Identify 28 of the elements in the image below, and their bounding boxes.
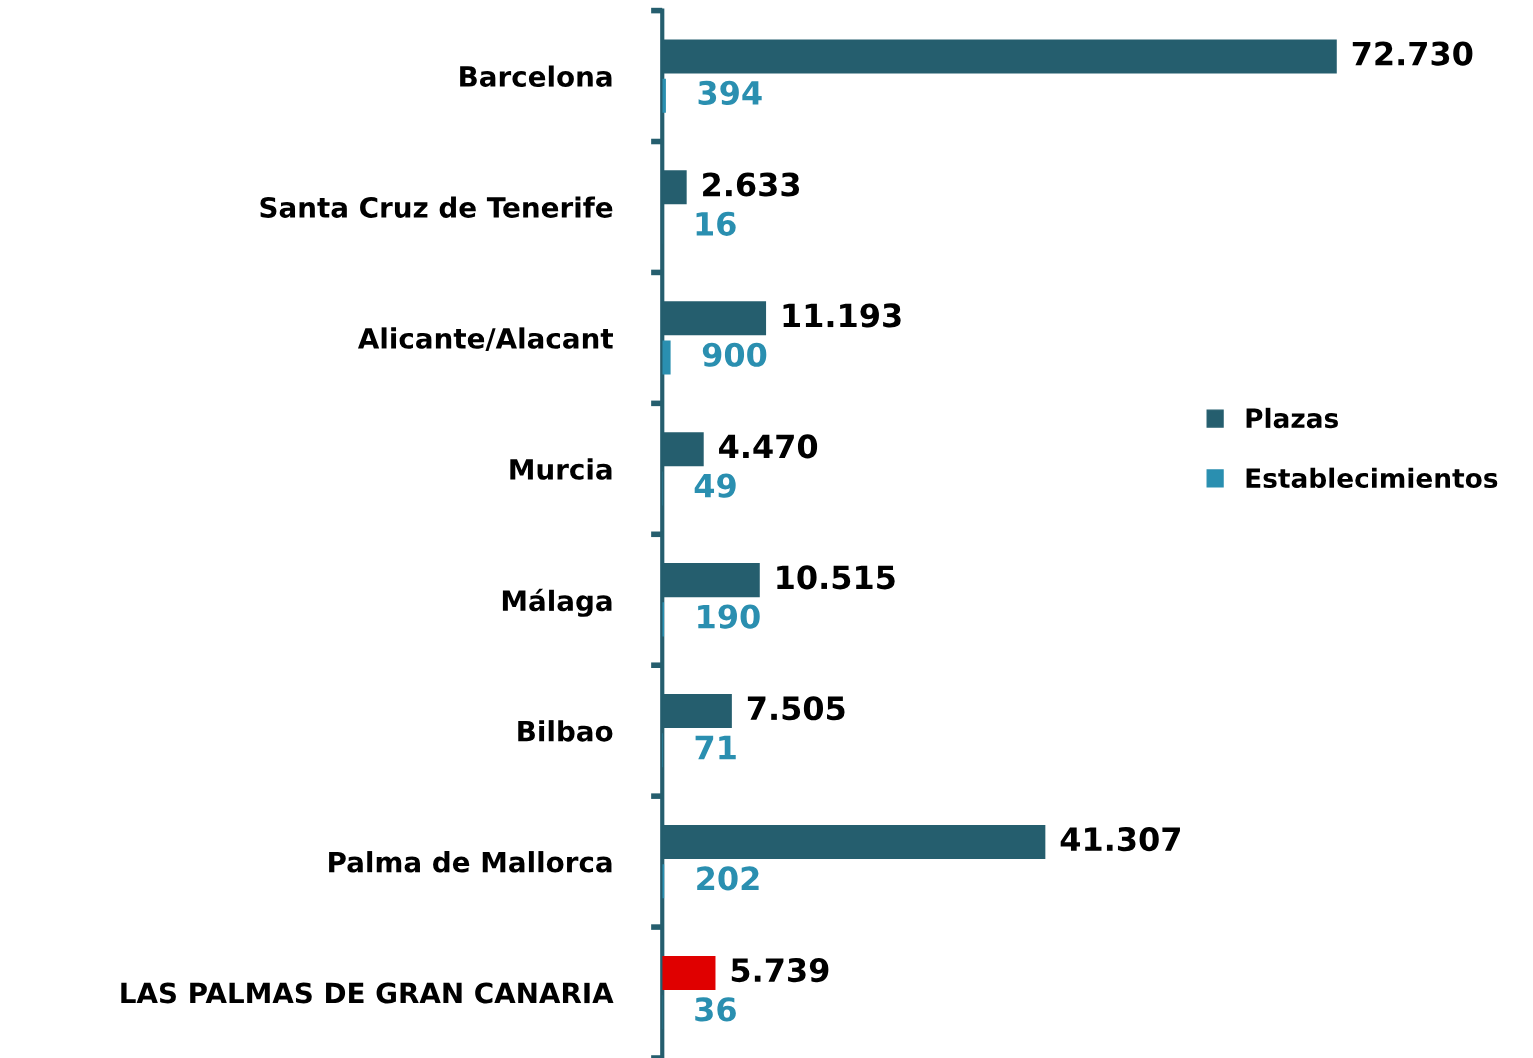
data-label: 41.307 bbox=[1060, 827, 1180, 852]
data-label: 190 bbox=[698, 604, 760, 629]
y-tick-label: Bilbao bbox=[518, 720, 613, 742]
data-label: 16 bbox=[696, 211, 736, 236]
data-label: 72.730 bbox=[1352, 41, 1473, 66]
bar bbox=[662, 955, 716, 990]
data-label: 900 bbox=[702, 342, 767, 367]
data-label: 71 bbox=[695, 735, 736, 760]
y-tick-label: Palma de Mallorca bbox=[329, 851, 612, 873]
y-tick-label: LAS PALMAS DE GRAN CANARIA bbox=[121, 982, 614, 1004]
data-label: 11.193 bbox=[783, 303, 901, 328]
data-label: 4.470 bbox=[719, 434, 818, 459]
y-tick-label: Barcelona bbox=[460, 65, 612, 87]
y-tick-label: Alicante/Alacant bbox=[357, 327, 613, 352]
data-label: 7.505 bbox=[747, 696, 845, 721]
legend-label: Establecimientos bbox=[1246, 467, 1498, 489]
y-tick-label: Santa Cruz de Tenerife bbox=[260, 196, 613, 218]
y-tick-label: Murcia bbox=[510, 458, 612, 480]
data-label: 36 bbox=[695, 997, 736, 1022]
data-label: 49 bbox=[694, 473, 736, 498]
data-label: 10.515 bbox=[777, 565, 895, 590]
data-label: 202 bbox=[697, 866, 759, 891]
y-tick-label: Málaga bbox=[502, 588, 612, 617]
data-label: 5.739 bbox=[731, 958, 829, 983]
data-label: 394 bbox=[698, 80, 762, 105]
bar bbox=[662, 340, 671, 375]
legend-label: Plazas bbox=[1246, 407, 1338, 429]
data-label: 2.633 bbox=[703, 172, 800, 197]
